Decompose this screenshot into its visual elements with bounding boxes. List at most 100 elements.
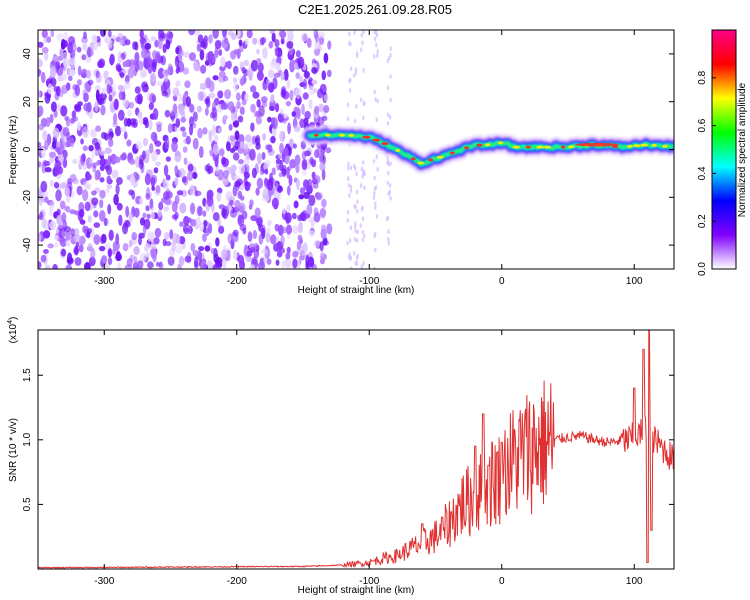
noise-speckle xyxy=(38,145,42,157)
noise-speckle xyxy=(74,103,79,111)
noise-speckle xyxy=(227,30,235,37)
noise-speckle xyxy=(359,47,363,53)
colorbar: 0.0 0.2 0.4 0.6 0.8 Normalized spectral ampl… xyxy=(697,29,748,276)
noise-speckle xyxy=(175,80,181,87)
noise-speckle xyxy=(178,235,186,245)
noise-speckle xyxy=(232,65,239,75)
noise-speckle xyxy=(154,39,159,48)
noise-speckle xyxy=(144,173,151,186)
noise-speckle xyxy=(255,116,262,125)
noise-speckle xyxy=(170,109,176,117)
noise-speckle xyxy=(40,180,48,193)
noise-speckle xyxy=(178,49,184,58)
noise-speckle xyxy=(293,200,299,209)
noise-speckle xyxy=(221,249,228,260)
noise-speckle xyxy=(93,234,101,245)
noise-speckle xyxy=(373,89,376,95)
noise-speckle xyxy=(80,138,84,145)
noise-speckle xyxy=(206,163,212,175)
noise-speckle xyxy=(244,153,250,166)
noise-speckle xyxy=(65,240,71,247)
noise-speckle xyxy=(95,125,102,132)
noise-speckle xyxy=(318,103,325,113)
noise-speckle xyxy=(222,176,229,186)
noise-speckle xyxy=(246,30,253,39)
x-tick-label: -300 xyxy=(94,276,114,287)
noise-speckle xyxy=(256,216,263,226)
noise-speckle xyxy=(206,194,214,207)
noise-speckle xyxy=(356,199,359,205)
noise-speckle xyxy=(348,193,351,198)
ridge-hotspot xyxy=(381,142,389,146)
noise-speckle xyxy=(363,233,366,239)
noise-speckle xyxy=(99,164,105,172)
noise-speckle xyxy=(375,32,379,38)
noise-speckle xyxy=(95,85,101,93)
noise-speckle xyxy=(139,117,144,126)
noise-speckle xyxy=(217,218,222,227)
noise-speckle xyxy=(138,232,145,239)
noise-speckle xyxy=(243,144,249,154)
noise-speckle xyxy=(118,91,124,101)
noise-speckle xyxy=(93,39,98,51)
noise-speckle xyxy=(202,210,207,217)
noise-speckle xyxy=(308,194,316,206)
noise-speckle xyxy=(289,158,297,169)
noise-speckle xyxy=(151,185,156,191)
noise-speckle xyxy=(163,191,170,200)
noise-speckle xyxy=(55,61,61,70)
noise-speckle xyxy=(261,227,266,240)
noise-speckle xyxy=(135,173,140,181)
noise-speckle xyxy=(140,69,148,78)
noise-speckle xyxy=(92,162,97,169)
noise-speckle xyxy=(319,208,327,218)
noise-speckle xyxy=(125,205,130,218)
ridge-hotspot xyxy=(313,133,319,137)
noise-speckle xyxy=(349,188,353,194)
noise-speckle xyxy=(347,176,350,182)
snr-y-ticks: 0.5 1.0 1.5 xyxy=(22,368,674,511)
noise-speckle xyxy=(184,80,191,89)
noise-speckle xyxy=(386,180,389,186)
noise-speckle xyxy=(95,70,100,79)
noise-speckle xyxy=(147,230,152,243)
noise-speckle xyxy=(77,101,83,107)
noise-speckle xyxy=(374,247,377,253)
noise-speckle xyxy=(386,85,390,91)
noise-speckle xyxy=(243,171,250,179)
noise-speckle xyxy=(387,240,391,246)
noise-speckle xyxy=(101,87,107,95)
noise-speckle xyxy=(113,194,119,206)
noise-speckle xyxy=(220,56,226,68)
noise-speckle xyxy=(319,36,325,45)
ridge-hotspot xyxy=(325,133,331,137)
noise-speckle xyxy=(346,218,349,223)
noise-speckle xyxy=(321,198,327,208)
signal-ridge-layer xyxy=(300,124,674,174)
noise-speckle xyxy=(389,46,393,51)
noise-speckle xyxy=(313,240,321,247)
noise-speckle xyxy=(298,221,303,234)
noise-speckle xyxy=(295,50,301,58)
noise-speckle xyxy=(141,86,149,93)
noise-speckle xyxy=(286,30,294,36)
noise-speckle xyxy=(235,92,241,101)
noise-speckle xyxy=(299,211,306,222)
noise-speckle xyxy=(182,67,190,75)
colorbar-tick-label: 0.8 xyxy=(697,70,708,84)
noise-speckle xyxy=(277,185,282,192)
noise-speckle xyxy=(79,208,85,218)
noise-speckle xyxy=(296,240,301,250)
noise-speckle xyxy=(164,69,171,75)
noise-speckle xyxy=(190,242,196,252)
noise-speckle xyxy=(301,158,308,171)
noise-speckle xyxy=(139,30,144,39)
ridge-hotspot xyxy=(497,141,504,145)
noise-speckle xyxy=(160,55,166,66)
noise-speckle xyxy=(283,113,288,119)
noise-speckle xyxy=(267,144,273,153)
noise-speckle xyxy=(196,105,202,113)
noise-speckle xyxy=(284,212,292,224)
noise-speckle xyxy=(43,230,51,239)
noise-speckle xyxy=(185,96,191,107)
